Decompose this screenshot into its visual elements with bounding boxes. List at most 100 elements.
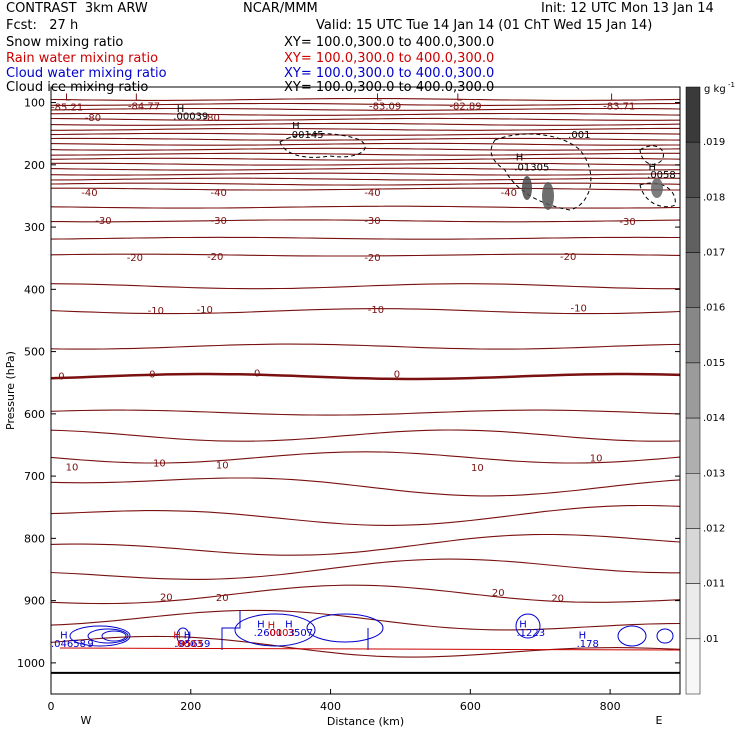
header-title: CONTRAST 3km ARW [6,1,148,16]
extremum-label: H [292,121,300,132]
colorbar-unit-exponent: -1 [728,81,735,89]
y-tick-label: 900 [24,595,45,608]
colorbar-tick-label: .016 [703,303,725,314]
extremum-label: H [649,162,657,173]
colorbar-swatch [685,473,701,529]
isotherm-label: -80 [85,113,101,124]
isotherm-label: 0 [149,370,155,381]
x-end-label-east: E [656,714,663,727]
colorbar-tick-label: .019 [703,137,725,148]
extremum-label: .3507 [284,628,313,639]
cloud-water-contour [101,630,127,642]
cloud-ice-contour [490,133,592,211]
colorbar-swatch [685,86,701,143]
extremum-label: .2601 [254,628,283,639]
isotherm-label: 0 [58,371,64,382]
isotherm-label: 10 [66,462,79,473]
isotherm-label: -40 [211,188,227,199]
colorbar-swatch [685,141,701,198]
field-label-cloud-water: Cloud water mixing ratio [6,66,167,81]
plot-frame [50,86,681,695]
extremum-label: H [173,630,181,641]
isotherm-line [50,343,681,350]
extremum-label: L [610,93,616,104]
isotherm-label: -30 [619,217,635,228]
x-tick-label: 200 [180,700,201,713]
isotherm-line [50,182,681,186]
extremum-label: H [184,630,192,641]
extremum-label: .001 [568,130,590,141]
extremum-label: .1223 [516,628,545,639]
isotherm-line [50,177,681,181]
x-tick-label: 600 [460,700,481,713]
isotherm-line [51,187,680,191]
isotherm-line [50,117,680,121]
cloud-water-contour [87,628,129,644]
isotherm-label: 20 [551,594,564,605]
y-tick-label: 100 [24,97,45,110]
isotherm-line [50,147,681,151]
isotherm-line [50,451,681,464]
cloud-water-contour [176,627,190,645]
extremum-label: .04658 [51,639,86,650]
colorbar-tick-label: .011 [703,579,725,590]
extremum-label: L [456,93,462,104]
y-tick-label: 400 [24,283,45,296]
x-tick-label: 800 [600,700,621,713]
header-fcst: Fcst: 27 h [6,18,79,33]
y-tick-label: 600 [24,408,45,421]
isotherm-label: -20 [560,252,576,263]
extremum-label: -83.71 [603,101,635,112]
x-tick-label: 0 [48,700,55,713]
extremum-label: L [376,93,382,104]
isotherm-line [50,409,681,416]
isotherm-label: 20 [492,588,505,599]
colorbar-tick-label: .017 [703,248,725,259]
isotherm-line [50,609,681,631]
isotherm-line [51,162,681,166]
extremum-label: H [516,152,524,163]
colorbar-unit: g kg [704,84,726,95]
isotherm-label: 20 [160,593,173,604]
isotherm-line [50,477,681,497]
isotherm-line [50,157,681,161]
isotherm-label: -10 [148,306,164,317]
isotherm-label: -30 [211,216,227,227]
cloud-features [59,133,681,651]
snow-shading [522,176,532,200]
y-tick-label: 1000 [17,657,45,670]
extremum-label: .178 [577,639,599,650]
colorbar-tick-label: .01 [703,634,719,645]
extremum-label: .0003 [174,639,203,650]
y-tick-label: 200 [24,159,45,172]
isotherm-line [50,253,681,257]
y-tick-label: 300 [24,221,45,234]
isotherm-line [50,283,680,290]
isotherm-line [50,97,681,101]
extremum-label: .05659 [175,639,210,650]
extremum-label: -83.09 [369,101,401,112]
isotherm-label: -30 [95,216,111,227]
isotherm-line [50,107,681,111]
extremum-label: .00039 [173,111,208,122]
isotherm-line [50,167,681,171]
cloud-water-contour [234,613,316,647]
isotherm-line [51,127,680,131]
y-tick-label: 700 [24,470,45,483]
colorbar-tick-label: .012 [703,523,725,534]
isotherm-label: -40 [501,188,517,199]
field-xy-cloud-water: XY= 100.0,300.0 to 400.0,300.0 [284,66,495,81]
field-label-rain: Rain water mixing ratio [6,51,159,66]
field-xy-rain: XY= 100.0,300.0 to 400.0,300.0 [284,51,495,66]
field-label-snow: Snow mixing ratio [6,35,124,50]
cloud-water-contour [515,613,541,639]
isotherm-line [50,132,681,136]
isotherm-line [50,112,681,116]
colorbar-swatch [685,252,701,308]
cloud-water-contour [69,625,131,647]
rain-contour [59,647,681,651]
extremum-label: H [268,621,276,632]
extremum-label: H [579,630,587,641]
header-valid: Valid: 15 UTC Tue 14 Jan 14 (01 ChT Wed … [316,18,653,33]
isotherm-label: -10 [197,305,213,316]
